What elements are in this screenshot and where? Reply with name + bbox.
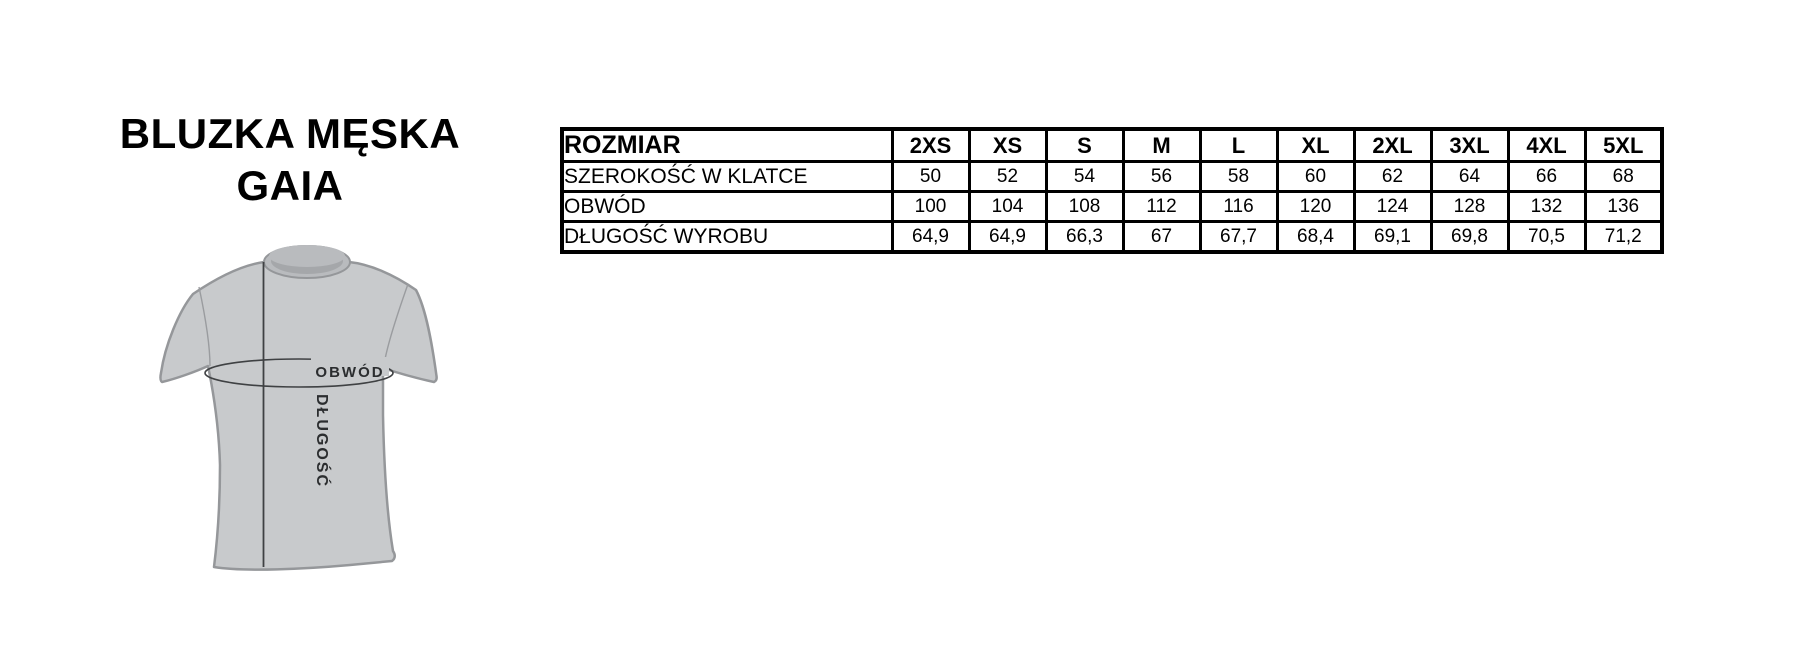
tshirt-body	[159, 245, 438, 571]
size-value-cell: 70,5	[1506, 220, 1587, 254]
row-label: DŁUGOŚĆ WYROBU	[560, 220, 894, 254]
size-value-cell: 64,9	[890, 220, 971, 254]
size-value-cell: 132	[1506, 190, 1587, 223]
size-value-cell: 112	[1121, 190, 1202, 223]
row-label: SZEROKOŚĆ W KLATCE	[560, 160, 894, 193]
row-label: OBWÓD	[560, 190, 894, 223]
size-value-cell: 69,8	[1429, 220, 1510, 254]
size-value-cell: 68,4	[1275, 220, 1356, 254]
size-value-cell: 64	[1429, 160, 1510, 193]
size-value-cell: 62	[1352, 160, 1433, 193]
size-value-cell: 52	[967, 160, 1048, 193]
size-value-cell: 60	[1275, 160, 1356, 193]
size-col-header: 4XL	[1506, 127, 1587, 163]
size-value-cell: 120	[1275, 190, 1356, 223]
size-col-header: 2XS	[890, 127, 971, 163]
size-col-header: 2XL	[1352, 127, 1433, 163]
size-value-cell: 66,3	[1044, 220, 1125, 254]
table-row: SZEROKOŚĆ W KLATCE 50 52 54 56 58 60 62 …	[560, 160, 1664, 193]
table-row: OBWÓD 100 104 108 112 116 120 124 128 13…	[560, 190, 1664, 223]
size-table: ROZMIAR 2XS XS S M L XL 2XL 3XL 4XL 5XL …	[560, 127, 1664, 254]
size-value-cell: 66	[1506, 160, 1587, 193]
size-value-cell: 64,9	[967, 220, 1048, 254]
size-value-cell: 108	[1044, 190, 1125, 223]
size-value-cell: 69,1	[1352, 220, 1433, 254]
size-value-cell: 124	[1352, 190, 1433, 223]
size-col-header: 5XL	[1583, 127, 1664, 163]
product-title-line2: GAIA	[236, 162, 344, 209]
left-sleeve-seam	[198, 286, 211, 367]
size-value-cell: 67,7	[1198, 220, 1279, 254]
product-title-line1: BLUZKA MĘSKA	[119, 110, 461, 157]
table-header-row: ROZMIAR 2XS XS S M L XL 2XL 3XL 4XL 5XL	[560, 127, 1664, 163]
size-col-header: M	[1121, 127, 1202, 163]
size-value-cell: 116	[1198, 190, 1279, 223]
size-value-cell: 56	[1121, 160, 1202, 193]
size-col-header: 3XL	[1429, 127, 1510, 163]
size-value-cell: 104	[967, 190, 1048, 223]
size-value-cell: 128	[1429, 190, 1510, 223]
tshirt-diagram: OBWÓD DŁUGOŚĆ	[159, 245, 438, 571]
product-title: BLUZKA MĘSKA GAIA	[105, 108, 475, 212]
size-value-cell: 136	[1583, 190, 1664, 223]
table-row: DŁUGOŚĆ WYROBU 64,9 64,9 66,3 67 67,7 68…	[560, 220, 1664, 254]
size-value-cell: 50	[890, 160, 971, 193]
label-mask	[311, 357, 389, 376]
size-value-cell: 100	[890, 190, 971, 223]
size-value-cell: 58	[1198, 160, 1279, 193]
size-col-header: L	[1198, 127, 1279, 163]
size-col-header: XL	[1275, 127, 1356, 163]
size-value-cell: 54	[1044, 160, 1125, 193]
size-table-header-label: ROZMIAR	[560, 127, 894, 163]
circumference-label: OBWÓD	[315, 363, 384, 381]
size-value-cell: 68	[1583, 160, 1664, 193]
collar-inner-cover	[269, 245, 345, 267]
size-value-cell: 67	[1121, 220, 1202, 254]
size-value-cell: 71,2	[1583, 220, 1664, 254]
length-label: DŁUGOŚĆ	[313, 394, 332, 488]
chest-ellipse	[204, 358, 394, 388]
size-col-header: XS	[967, 127, 1048, 163]
size-table-container: ROZMIAR 2XS XS S M L XL 2XL 3XL 4XL 5XL …	[560, 127, 1664, 254]
size-col-header: S	[1044, 127, 1125, 163]
